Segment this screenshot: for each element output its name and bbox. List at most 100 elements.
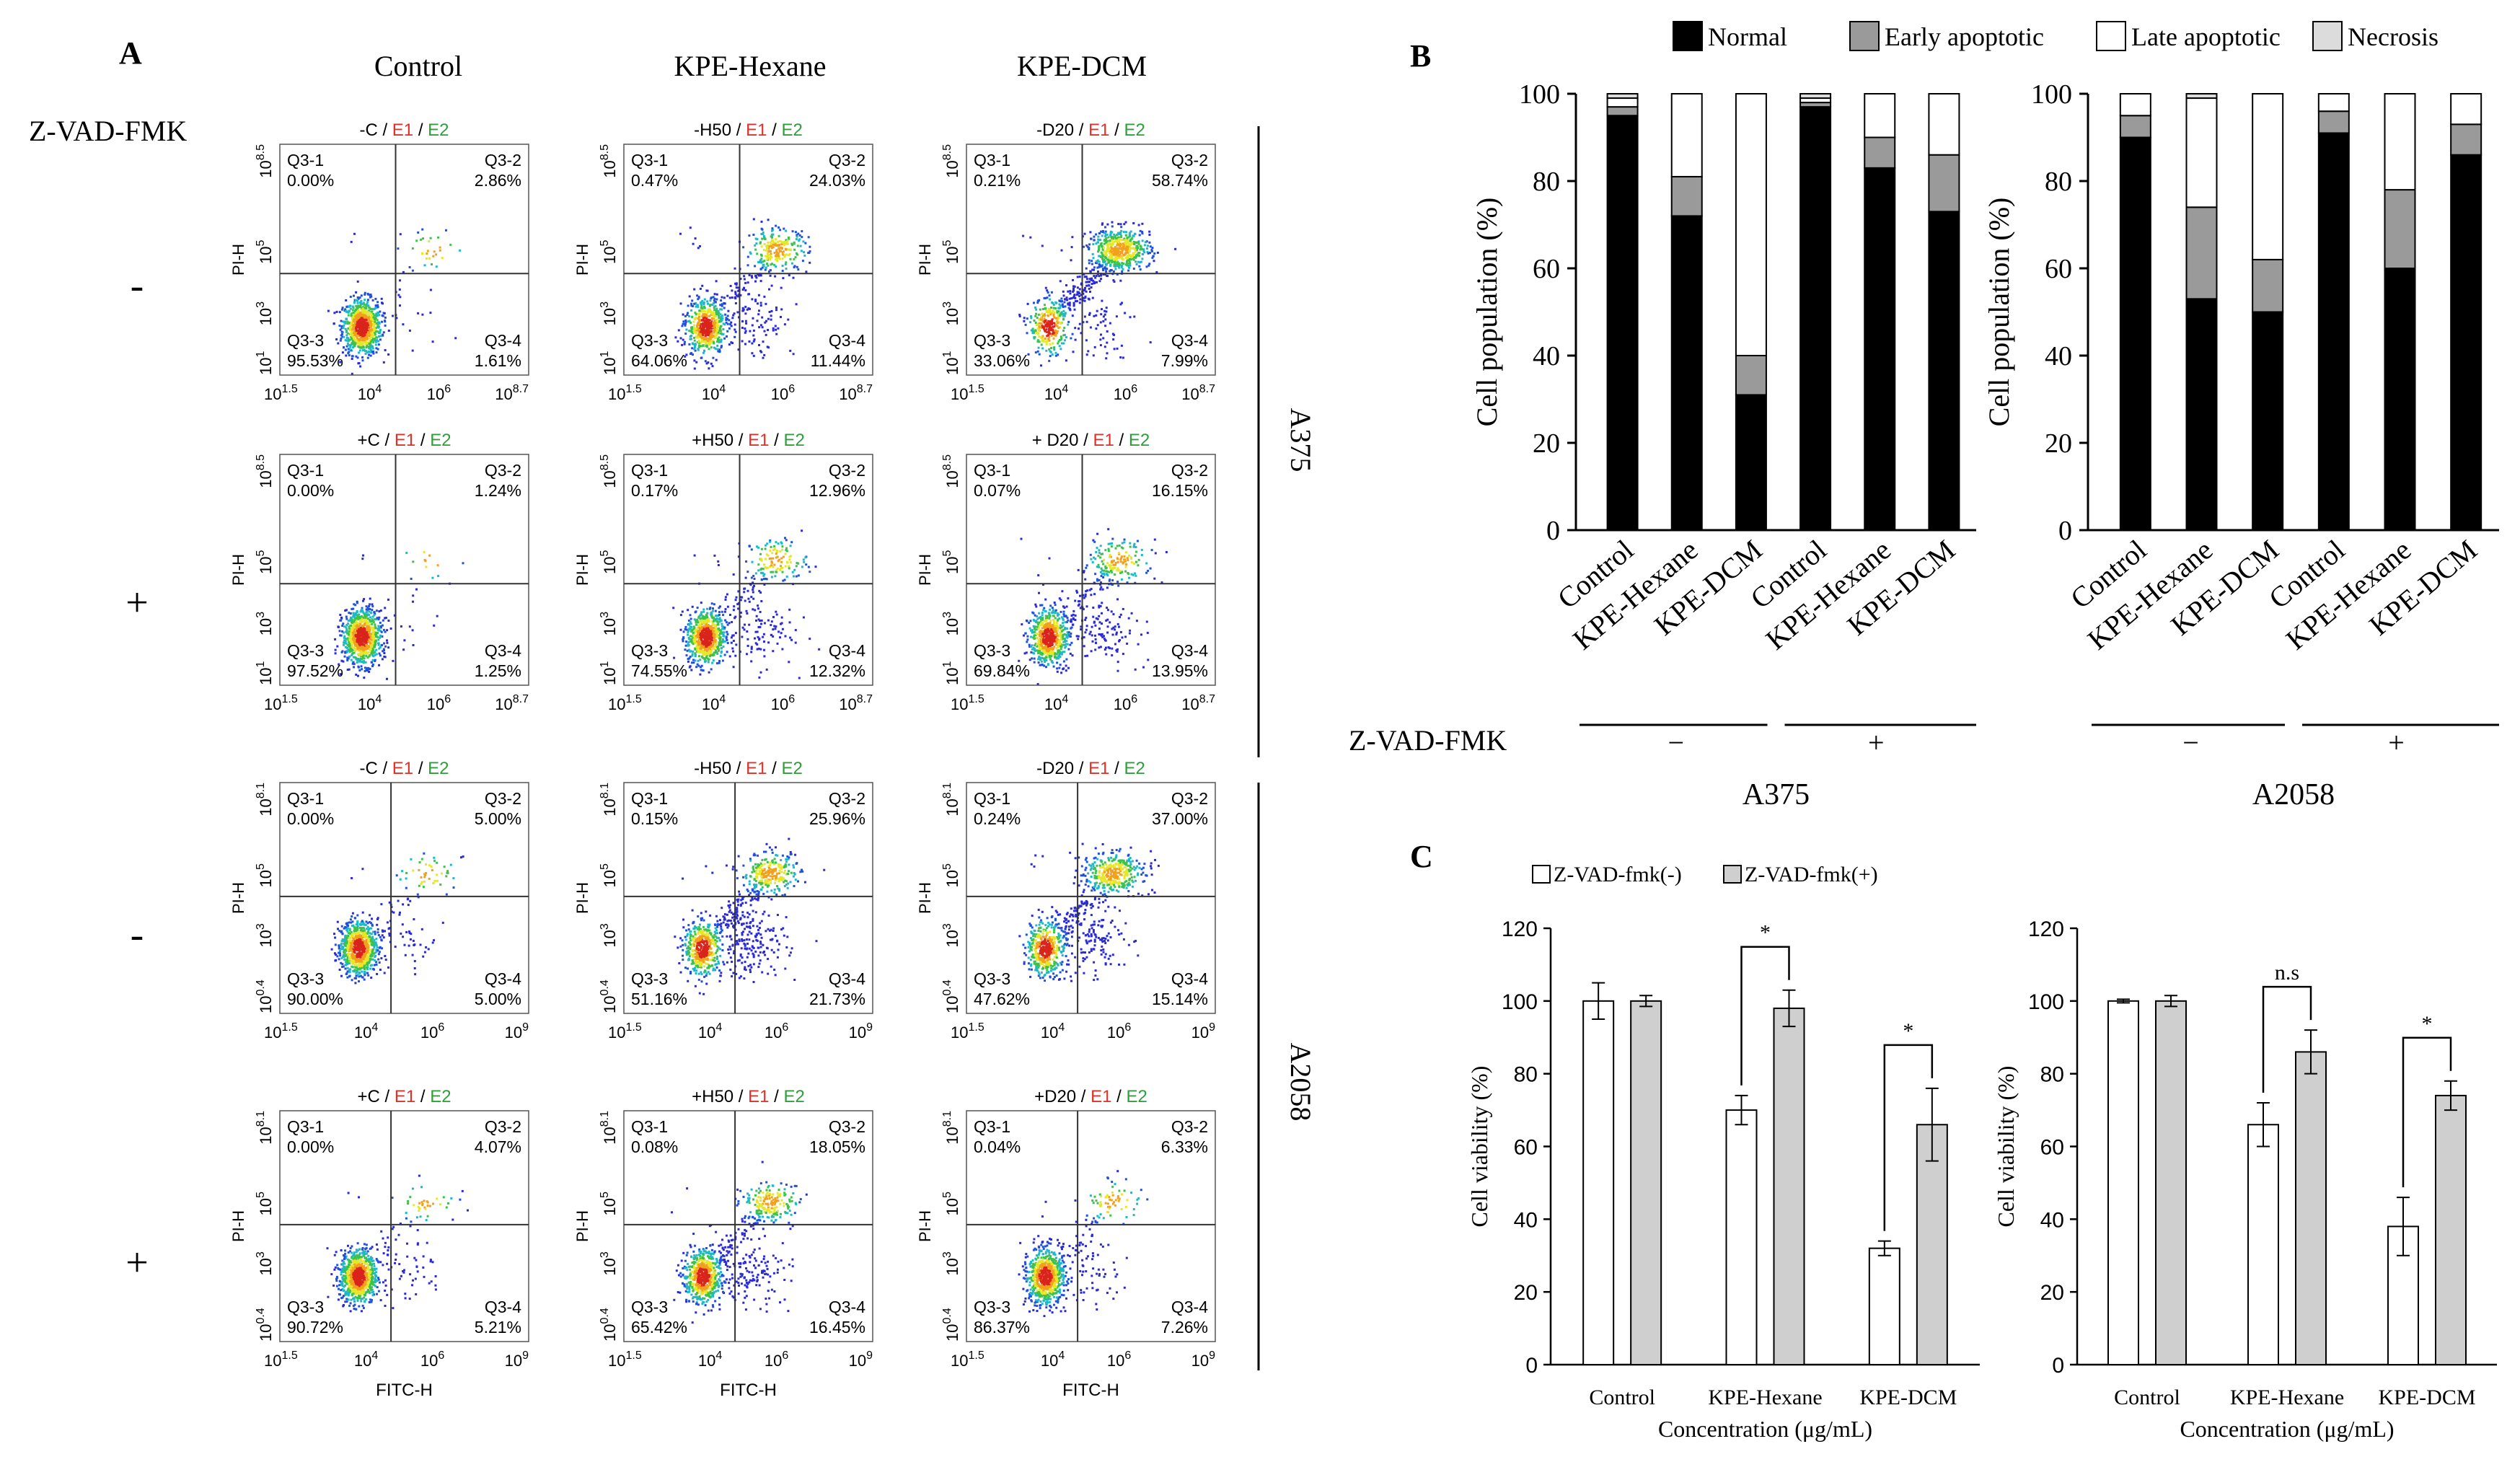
event-dot xyxy=(777,327,779,330)
event-dot xyxy=(1037,333,1039,335)
event-dot xyxy=(697,646,700,648)
event-dot xyxy=(1037,351,1039,353)
event-dot xyxy=(700,336,702,338)
event-dot xyxy=(369,323,371,325)
event-dot xyxy=(1133,243,1135,245)
event-dot xyxy=(744,327,746,330)
event-dot xyxy=(345,318,348,320)
y-axis-label: PI-H xyxy=(573,244,591,276)
event-dot xyxy=(1051,291,1053,294)
event-dot xyxy=(358,644,361,646)
x-tick-label: 104 xyxy=(702,383,726,403)
event-dot xyxy=(760,623,762,625)
event-dot xyxy=(777,252,780,255)
event-dot xyxy=(713,298,715,300)
event-dot xyxy=(1097,324,1099,326)
tick-exponent: 8.7 xyxy=(513,693,529,705)
event-dot xyxy=(1093,354,1095,356)
event-dot xyxy=(691,299,693,301)
event-dot xyxy=(760,280,762,282)
y-tick-label-group: 101 xyxy=(255,661,275,685)
event-dot xyxy=(707,334,709,336)
event-dot xyxy=(771,285,773,287)
event-dot xyxy=(387,620,389,622)
event-dot xyxy=(361,356,364,358)
event-dot xyxy=(361,294,363,296)
event-dot xyxy=(344,609,346,612)
event-dot xyxy=(367,625,369,628)
event-dot xyxy=(763,563,765,565)
tick-exponent: 8.7 xyxy=(513,383,529,395)
event-dot xyxy=(763,237,765,239)
event-dot xyxy=(356,314,358,317)
event-dot xyxy=(1129,234,1131,236)
event-dot xyxy=(769,311,771,313)
event-dot xyxy=(369,642,371,644)
event-dot xyxy=(1072,314,1074,317)
event-dot xyxy=(1088,288,1091,290)
event-dot xyxy=(1151,247,1153,249)
event-dot xyxy=(714,330,716,332)
event-dot xyxy=(767,242,769,244)
event-dot xyxy=(374,323,376,325)
event-dot xyxy=(751,343,753,345)
event-dot xyxy=(371,329,373,331)
quadrant-percent: 58.74% xyxy=(1152,171,1208,190)
event-dot xyxy=(359,366,361,368)
event-dot xyxy=(702,622,705,624)
event-dot xyxy=(797,245,799,247)
event-dot xyxy=(753,355,755,357)
event-dot xyxy=(722,641,724,643)
event-dot xyxy=(383,629,385,631)
event-dot xyxy=(1121,266,1123,268)
tick-exponent: 4 xyxy=(719,383,726,395)
event-dot xyxy=(787,319,789,321)
event-dot xyxy=(1125,221,1127,224)
event-dot xyxy=(1119,303,1122,305)
event-dot xyxy=(358,321,361,323)
event-dot xyxy=(1138,243,1140,245)
event-dot xyxy=(757,302,759,304)
event-dot xyxy=(340,334,343,336)
event-dot xyxy=(772,549,775,551)
event-dot xyxy=(734,324,736,326)
event-dot xyxy=(703,303,705,305)
event-dot xyxy=(371,603,374,605)
event-dot xyxy=(336,311,338,313)
event-dot xyxy=(731,635,733,637)
event-dot xyxy=(367,325,369,327)
event-dot xyxy=(721,296,723,299)
x-tick-label: 104 xyxy=(358,693,382,713)
event-dot xyxy=(346,624,348,626)
event-dot xyxy=(751,298,753,300)
event-dot xyxy=(1125,247,1127,249)
event-dot xyxy=(1127,270,1129,272)
tick-base: 10 xyxy=(257,308,275,325)
event-dot xyxy=(1057,307,1059,309)
event-dot xyxy=(763,354,765,356)
tick-base: 10 xyxy=(427,385,444,403)
quadrant-name: Q3-3 xyxy=(287,331,324,350)
event-dot xyxy=(1113,259,1115,261)
event-dot xyxy=(713,630,715,633)
event-dot xyxy=(350,314,352,317)
event-dot xyxy=(361,619,364,621)
event-dot xyxy=(1137,252,1140,254)
event-dot xyxy=(1135,255,1137,257)
event-dot xyxy=(1140,230,1142,232)
event-dot xyxy=(1039,309,1041,311)
event-dot xyxy=(765,566,767,568)
event-dot xyxy=(795,256,797,258)
event-dot xyxy=(796,238,798,240)
event-dot xyxy=(1114,256,1116,258)
event-dot xyxy=(375,341,377,343)
event-dot xyxy=(680,614,682,616)
event-dot xyxy=(770,314,772,317)
event-dot xyxy=(424,559,426,561)
event-dot xyxy=(1041,336,1043,338)
event-dot xyxy=(715,649,717,651)
event-dot xyxy=(372,627,374,629)
event-dot xyxy=(720,340,722,343)
event-dot xyxy=(385,617,387,619)
event-dot xyxy=(762,572,764,574)
